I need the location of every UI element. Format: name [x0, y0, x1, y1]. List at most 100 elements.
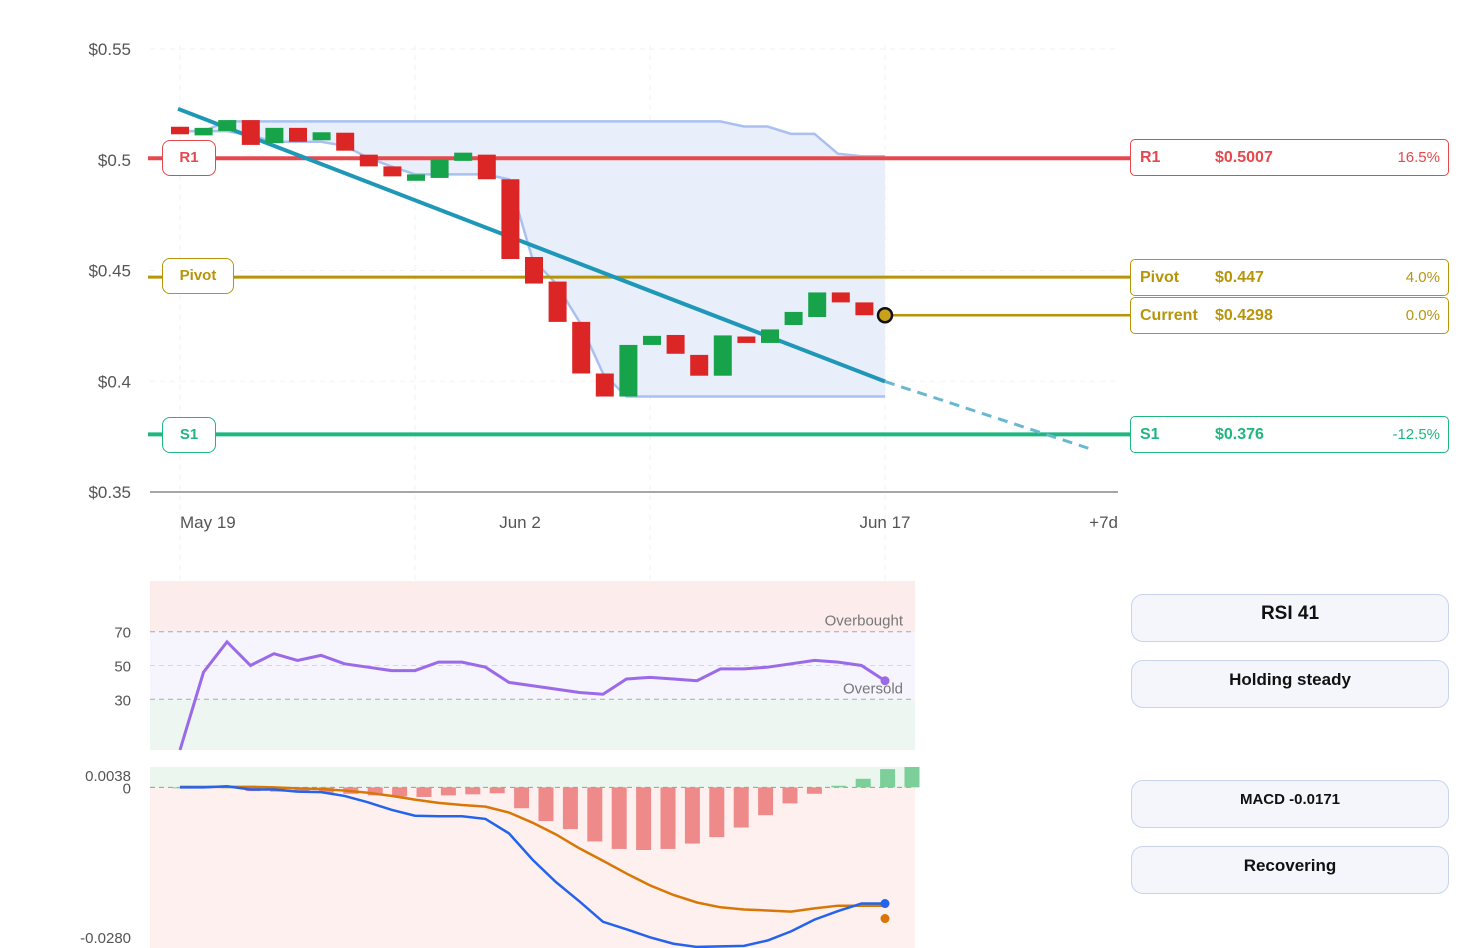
- candles: [171, 120, 894, 397]
- macd-title-box: MACD -0.0171: [1131, 780, 1449, 828]
- macd-hist-bar: [733, 787, 749, 828]
- macd-hist-bar: [782, 787, 798, 804]
- level-pct: -12.5%: [1392, 426, 1440, 443]
- macd-status-box: Recovering: [1131, 846, 1449, 894]
- x-tick-label: Jun 2: [499, 513, 541, 532]
- rsi-tick-label: 70: [114, 625, 131, 642]
- level-value: $0.447: [1215, 269, 1264, 286]
- candle: [289, 127, 307, 142]
- s1-tag: S1: [162, 417, 216, 453]
- level-value: $0.376: [1215, 426, 1264, 443]
- macd-hist-bar: [514, 787, 530, 809]
- trendline-projection: [884, 380, 1091, 451]
- level-name: Pivot: [1140, 269, 1180, 286]
- macd-hist-bar: [392, 787, 408, 797]
- macd-hist-bar: [465, 787, 481, 795]
- level-value: $0.4298: [1215, 307, 1273, 324]
- candle: [761, 329, 779, 343]
- candle: [430, 159, 449, 178]
- macd-negative-zone: [150, 787, 915, 948]
- level-box-pivot: Pivot $0.447 4.0%: [1130, 259, 1449, 296]
- candle: [454, 152, 473, 161]
- macd-last-point: [880, 899, 890, 909]
- level-name: S1: [1140, 426, 1160, 443]
- candle: [194, 127, 213, 136]
- candle: [359, 154, 378, 167]
- macd-status: Recovering: [1243, 856, 1337, 875]
- rsi-oversold-zone: [150, 699, 915, 750]
- candle: [831, 292, 850, 303]
- macd-hist-bar: [587, 787, 603, 842]
- rsi-tick-label: 50: [114, 659, 131, 676]
- macd-positive-zone: [150, 767, 915, 788]
- macd-hist-bar: [904, 767, 920, 788]
- rsi-last-point: [880, 676, 890, 686]
- current-price-marker: [876, 306, 894, 324]
- candle: [808, 292, 827, 318]
- candle: [690, 354, 709, 376]
- macd-tick-label: 0: [123, 780, 131, 797]
- macd-hist-bar: [440, 787, 456, 796]
- macd-hist-bar: [880, 769, 896, 788]
- macd-tick-label: 0.0038: [85, 768, 131, 785]
- candle: [737, 336, 756, 343]
- macd-hist-bar: [562, 787, 578, 830]
- price-tick-label: $0.5: [98, 151, 131, 170]
- macd-hist-bar: [538, 787, 554, 822]
- level-lines: [148, 156, 1130, 437]
- candle: [666, 334, 685, 354]
- macd-hist-bar: [636, 787, 652, 851]
- x-tick-label: +7d: [1089, 513, 1118, 532]
- price-tick-label: $0.55: [88, 40, 131, 59]
- level-name: Current: [1140, 307, 1198, 324]
- rsi-tick-label: 30: [114, 692, 131, 709]
- candle: [595, 373, 614, 397]
- candle: [407, 174, 425, 181]
- candle: [713, 335, 732, 376]
- macd-hist-bar: [831, 785, 847, 788]
- macd-hist-bar: [758, 787, 774, 816]
- level-pct: 0.0%: [1405, 307, 1440, 324]
- candle: [265, 127, 284, 144]
- candle: [501, 179, 520, 259]
- rsi-overbought-zone: [150, 581, 915, 632]
- rsi-status: Holding steady: [1229, 670, 1351, 689]
- x-tick-label: May 19: [180, 513, 236, 532]
- candle: [312, 132, 331, 141]
- macd-hist-bar: [660, 787, 676, 849]
- rsi-status-box: Holding steady: [1131, 660, 1449, 708]
- band-upper-line: [180, 120, 885, 158]
- macd-hist-bar: [855, 778, 871, 788]
- candle: [477, 154, 496, 180]
- price-tick-label: $0.4: [98, 372, 131, 391]
- rsi-title: RSI 41: [1260, 603, 1320, 624]
- candle: [218, 120, 237, 131]
- macd-hist-bar: [416, 787, 432, 797]
- price-tick-label: $0.35: [88, 483, 131, 502]
- price-axis: $0.55 $0.5 $0.45 $0.4 $0.35 May 19 Jun 2 Jun 17…: [88, 40, 1118, 532]
- overbought-label: Overbought: [825, 613, 904, 630]
- candle: [855, 302, 874, 316]
- level-pct: 16.5%: [1397, 149, 1440, 166]
- level-value: $0.5007: [1215, 149, 1273, 166]
- macd-hist-bar: [806, 787, 822, 794]
- candle: [572, 321, 591, 374]
- level-box-r1: R1 $0.5007 16.5%: [1130, 139, 1449, 176]
- rsi-line: [178, 639, 886, 751]
- candle: [336, 132, 355, 151]
- rsi-title-box: RSI 41: [1131, 594, 1449, 642]
- macd-hist-bar: [489, 787, 505, 794]
- level-pct: 4.0%: [1405, 269, 1440, 286]
- candle: [383, 166, 402, 177]
- candle: [619, 344, 638, 397]
- signal-last-point: [880, 914, 890, 924]
- level-name: R1: [1140, 149, 1161, 166]
- x-tick-label: Jun 17: [859, 513, 910, 532]
- level-box-s1: S1 $0.376 -12.5%: [1130, 416, 1449, 453]
- macd-hist-bar: [684, 787, 700, 844]
- candle: [548, 281, 567, 322]
- macd-title: MACD -0.0171: [1239, 791, 1341, 808]
- level-box-current: Current $0.4298 0.0%: [1130, 297, 1449, 334]
- macd-hist-bar: [611, 787, 627, 849]
